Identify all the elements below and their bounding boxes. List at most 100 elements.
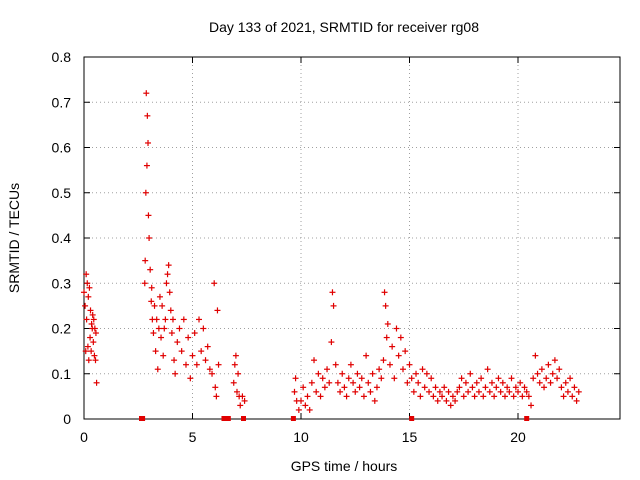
- data-point: [558, 384, 565, 391]
- data-point: [421, 384, 428, 391]
- data-point: [84, 343, 91, 350]
- y-tick-label: 0.7: [52, 94, 72, 110]
- data-point: [152, 348, 159, 355]
- y-tick-label: 0.3: [52, 275, 72, 291]
- data-point: [426, 388, 433, 395]
- y-tick-label: 0: [63, 411, 71, 427]
- data-point: [445, 388, 452, 395]
- data-point: [209, 370, 216, 377]
- data-point: [326, 379, 333, 386]
- data-point: [538, 366, 545, 373]
- data-point: [460, 393, 467, 400]
- x-axis-label: GPS time / hours: [291, 458, 398, 474]
- y-axis: 0 0.1 0.2 0.3 0.4 0.5 0.6 0.7 0.8: [52, 49, 620, 427]
- zero-value-marker: [409, 416, 415, 421]
- data-point: [519, 393, 526, 400]
- y-tick-label: 0.8: [52, 49, 72, 65]
- data-point: [447, 402, 454, 409]
- data-point: [391, 375, 398, 382]
- data-point: [571, 384, 578, 391]
- data-point: [454, 388, 461, 395]
- data-point: [413, 370, 420, 377]
- data-point: [345, 375, 352, 382]
- data-point: [329, 289, 336, 296]
- data-point: [545, 361, 552, 368]
- zero-value-marker: [140, 416, 146, 421]
- data-point: [163, 280, 170, 287]
- data-point: [428, 375, 435, 382]
- data-point: [399, 366, 406, 373]
- data-point: [360, 393, 367, 400]
- data-point: [523, 388, 530, 395]
- data-point: [467, 370, 474, 377]
- data-point: [92, 357, 99, 364]
- data-point: [356, 384, 363, 391]
- data-point: [339, 370, 346, 377]
- data-point: [443, 397, 450, 404]
- data-point: [439, 393, 446, 400]
- data-point: [148, 298, 155, 305]
- data-point: [148, 284, 155, 291]
- data-point: [211, 280, 218, 287]
- data-point: [482, 384, 489, 391]
- data-point: [92, 330, 99, 337]
- data-point: [383, 334, 390, 341]
- data-point: [213, 393, 220, 400]
- data-point: [91, 352, 98, 359]
- data-point: [406, 361, 413, 368]
- data-point: [88, 320, 95, 327]
- x-tick-label: 15: [402, 429, 418, 445]
- data-point: [371, 397, 378, 404]
- data-point: [187, 375, 194, 382]
- data-point: [169, 316, 176, 323]
- data-point: [354, 370, 361, 377]
- x-tick-label: 5: [189, 429, 197, 445]
- zero-value-marker: [240, 416, 246, 421]
- data-point: [84, 280, 91, 287]
- data-point: [237, 402, 244, 409]
- data-point: [160, 352, 167, 359]
- data-point: [378, 375, 385, 382]
- data-point: [191, 330, 198, 337]
- data-point: [341, 384, 348, 391]
- data-point: [306, 406, 313, 413]
- data-point: [202, 357, 209, 364]
- data-point: [469, 384, 476, 391]
- data-point: [575, 388, 582, 395]
- data-point: [196, 316, 203, 323]
- data-point: [212, 384, 219, 391]
- data-point: [319, 375, 326, 382]
- data-point: [231, 361, 238, 368]
- data-point: [206, 366, 213, 373]
- data-point: [172, 370, 179, 377]
- data-point: [480, 393, 487, 400]
- chart-title: Day 133 of 2021, SRMTID for receiver rg0…: [209, 19, 479, 35]
- data-point: [232, 352, 239, 359]
- data-point: [484, 366, 491, 373]
- data-point: [543, 375, 550, 382]
- y-tick-label: 0.5: [52, 185, 72, 201]
- data-point: [150, 330, 157, 337]
- data-point: [430, 393, 437, 400]
- zero-value-markers: [139, 416, 530, 421]
- data-point: [304, 393, 311, 400]
- data-point: [410, 388, 417, 395]
- data-point: [517, 379, 524, 386]
- data-point: [478, 375, 485, 382]
- data-point: [486, 388, 493, 395]
- data-point: [193, 361, 200, 368]
- data-point: [441, 384, 448, 391]
- data-point: [91, 325, 98, 332]
- data-point: [436, 388, 443, 395]
- data-point: [515, 388, 522, 395]
- data-point: [292, 375, 299, 382]
- data-point: [83, 316, 90, 323]
- data-point: [508, 375, 515, 382]
- data-point: [497, 388, 504, 395]
- data-point: [162, 316, 169, 323]
- data-point: [380, 357, 387, 364]
- data-point: [88, 348, 95, 355]
- data-point: [153, 316, 160, 323]
- data-point: [330, 302, 337, 309]
- data-point: [363, 352, 370, 359]
